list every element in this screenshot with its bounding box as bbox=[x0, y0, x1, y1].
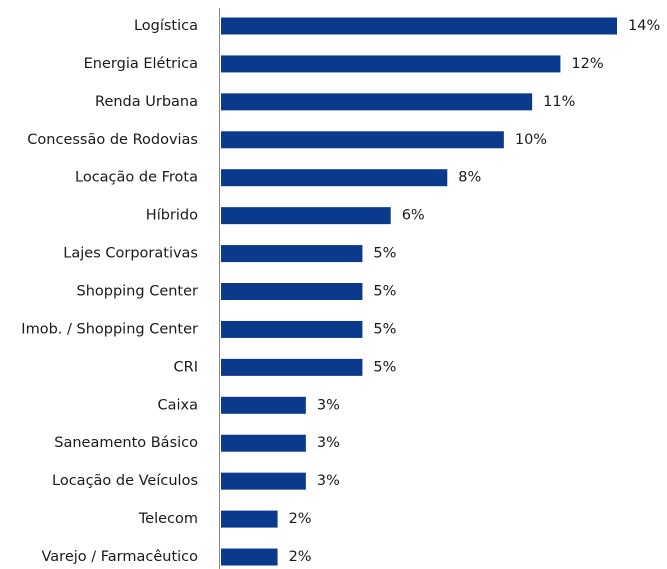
value-label: 3% bbox=[317, 435, 340, 451]
bar bbox=[221, 169, 448, 187]
value-label: 14% bbox=[628, 18, 660, 34]
value-label: 5% bbox=[373, 284, 396, 300]
bar bbox=[221, 55, 561, 73]
value-label: 2% bbox=[289, 549, 312, 565]
value-label: 8% bbox=[458, 170, 481, 186]
value-label: 2% bbox=[289, 511, 312, 527]
value-label: 5% bbox=[373, 246, 396, 262]
category-label: Lajes Corporativas bbox=[63, 246, 198, 262]
category-label: Varejo / Farmacêutico bbox=[42, 549, 199, 565]
bar bbox=[221, 245, 363, 263]
bar bbox=[221, 434, 306, 452]
bar bbox=[221, 131, 504, 149]
category-label: Saneamento Básico bbox=[54, 435, 198, 451]
bar bbox=[221, 17, 617, 35]
bar bbox=[221, 283, 363, 301]
value-label: 5% bbox=[373, 321, 396, 337]
category-label: Imob. / Shopping Center bbox=[21, 321, 198, 337]
value-label: 6% bbox=[402, 208, 425, 224]
category-label: Locação de Frota bbox=[75, 170, 198, 186]
category-label: Híbrido bbox=[146, 208, 198, 224]
value-label: 11% bbox=[543, 94, 575, 110]
value-label: 3% bbox=[317, 397, 340, 413]
bar bbox=[221, 358, 363, 376]
bar bbox=[221, 320, 363, 338]
value-label: 10% bbox=[515, 132, 547, 148]
category-label: Locação de Veículos bbox=[52, 473, 198, 489]
value-label: 3% bbox=[317, 473, 340, 489]
category-label: Energia Elétrica bbox=[84, 56, 198, 72]
value-label: 5% bbox=[373, 359, 396, 375]
category-label: CRI bbox=[174, 359, 198, 375]
category-label: Logística bbox=[134, 18, 198, 34]
category-label: Caixa bbox=[157, 397, 198, 413]
bar bbox=[221, 472, 306, 490]
bar bbox=[221, 548, 278, 566]
category-label: Renda Urbana bbox=[95, 94, 198, 110]
bar bbox=[221, 396, 306, 414]
bar bbox=[221, 510, 278, 528]
bar bbox=[221, 93, 533, 111]
category-label: Shopping Center bbox=[76, 284, 198, 300]
value-label: 12% bbox=[571, 56, 603, 72]
category-label: Telecom bbox=[138, 511, 198, 527]
bar bbox=[221, 207, 391, 225]
category-label: Concessão de Rodovias bbox=[27, 132, 198, 148]
